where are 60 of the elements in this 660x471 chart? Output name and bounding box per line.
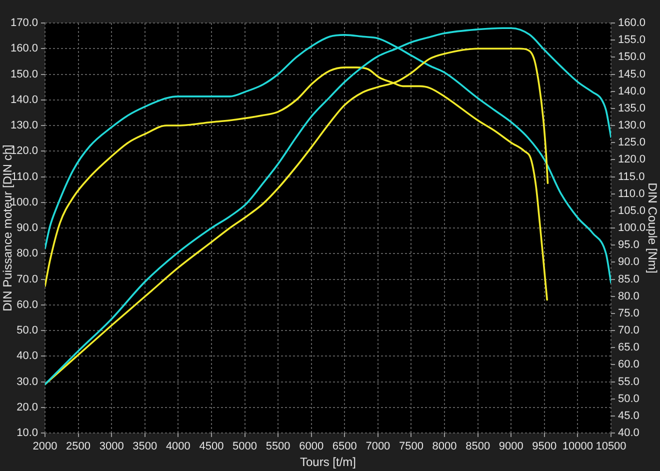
y-tick-label: 10.0 (16, 427, 38, 440)
y2-tick-label: 110.0 (618, 188, 645, 200)
y2-axis-title: DIN Couple [Nm] (645, 182, 660, 274)
y2-tick-label: 135.0 (618, 102, 646, 114)
x-tick-label: 2500 (66, 440, 91, 453)
y2-tick-label: 90.0 (618, 256, 640, 268)
x-tick-label: 9000 (498, 440, 524, 453)
y-tick-label: 140.0 (10, 94, 38, 106)
x-tick-label: 2000 (32, 440, 58, 453)
y2-tick-label: 55.0 (618, 376, 640, 388)
x-tick-label: 4000 (166, 440, 190, 453)
x-axis-title: Tours [t/m] (300, 455, 356, 470)
y2-tick-label: 95.0 (618, 239, 640, 252)
y2-tick-label: 120.0 (618, 154, 646, 166)
x-tick-label: 3500 (132, 440, 158, 453)
x-tick-label: 5500 (266, 440, 290, 453)
y-tick-label: 60.0 (16, 298, 38, 311)
x-tick-label: 4500 (199, 440, 224, 453)
y-tick-label: 90.0 (16, 222, 38, 234)
y2-tick-label: 140.0 (618, 85, 646, 98)
y2-tick-label: 70.0 (618, 324, 640, 337)
y-tick-label: 40.0 (16, 350, 38, 362)
y2-tick-label: 105.0 (618, 204, 646, 217)
y-tick-label: 30.0 (16, 376, 38, 388)
y2-tick-label: 150.0 (618, 51, 646, 64)
x-tick-label: 7500 (398, 440, 424, 453)
y2-tick-label: 100.0 (618, 222, 646, 234)
y-tick-label: 130.0 (10, 120, 38, 132)
y-tick-label: 160.0 (10, 42, 38, 55)
y2-tick-label: 160.0 (618, 17, 646, 30)
y2-tick-label: 80.0 (618, 290, 640, 302)
y2-tick-label: 60.0 (618, 358, 640, 371)
y2-tick-label: 130.0 (618, 120, 646, 132)
y-tick-label: 150.0 (10, 68, 38, 80)
x-tick-label: 7000 (366, 440, 390, 453)
y2-tick-label: 155.0 (618, 34, 646, 46)
line-series (45, 27, 611, 386)
y2-tick-label: 40.0 (618, 427, 640, 440)
x-tick-label: 5000 (232, 440, 258, 453)
y2-tick-label: 145.0 (618, 68, 646, 80)
x-tick-label: 8500 (466, 440, 490, 453)
x-tick-label: 10000 (562, 440, 594, 453)
y2-tick-label: 75.0 (618, 307, 640, 320)
y2-tick-label: 85.0 (618, 273, 640, 286)
x-tick-label: 8000 (432, 440, 457, 453)
y2-tick-label: 115.0 (618, 170, 645, 183)
y2-tick-label: 50.0 (618, 392, 640, 405)
y2-tick-label: 125.0 (618, 136, 646, 149)
y-tick-label: 170.0 (10, 17, 38, 30)
y2-tick-label: 65.0 (618, 342, 640, 354)
y-tick-label: 70.0 (16, 273, 38, 286)
x-tick-label: 10500 (596, 440, 626, 453)
y-tick-label: 50.0 (16, 324, 38, 337)
y2-tick-label: 45.0 (618, 410, 640, 422)
x-tick-label: 9500 (532, 440, 557, 453)
x-tick-label: 6500 (332, 440, 357, 453)
y-tick-label: 20.0 (16, 401, 38, 414)
y-tick-label: 80.0 (16, 248, 38, 260)
x-tick-label: 3000 (99, 440, 124, 453)
x-tick-label: 6000 (299, 440, 324, 453)
